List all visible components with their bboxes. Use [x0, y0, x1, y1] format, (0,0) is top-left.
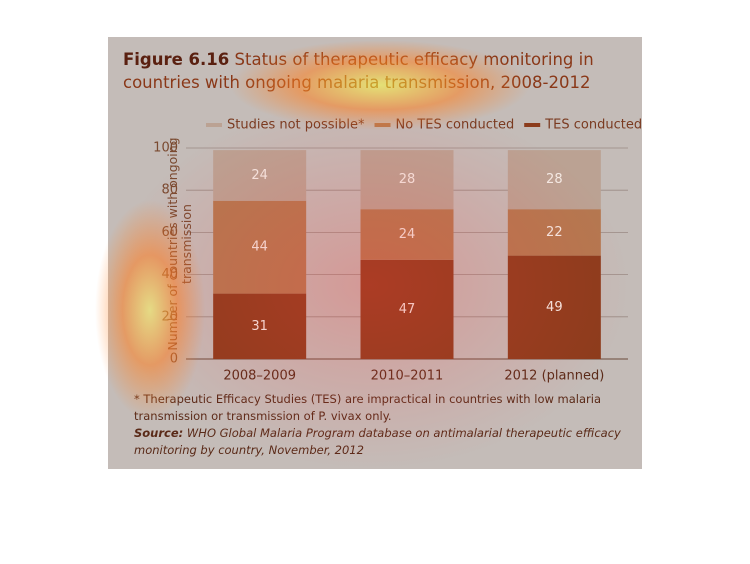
bar-segment [213, 150, 307, 201]
legend-swatch [206, 123, 222, 127]
x-tick-label: 2008–2009 [223, 369, 296, 384]
data-label: 49 [546, 300, 563, 315]
bar-segment [507, 150, 601, 210]
x-tick-label: 2010–2011 [371, 369, 444, 384]
chart-title-block: Figure 6.16 Status of therapeutic effica… [123, 48, 638, 94]
data-label: 28 [399, 172, 416, 187]
legend-swatch [524, 123, 541, 127]
bar-segment [213, 293, 307, 359]
data-label: 24 [399, 227, 416, 242]
figure-label: Figure 6.16 [123, 50, 230, 69]
data-label: 28 [546, 172, 563, 187]
legend-label: TES conducted [544, 118, 642, 133]
bar-segment [507, 255, 601, 359]
legend-label: No TES conducted [396, 118, 515, 133]
y-tick-label: 100 [153, 141, 178, 156]
data-label: 44 [251, 240, 268, 255]
data-label: 47 [399, 302, 416, 317]
x-tick-label: 2012 (planned) [504, 369, 604, 384]
footnotes: * Therapeutic Efficacy Studies (TES) are… [134, 391, 634, 459]
footnote: * Therapeutic Efficacy Studies (TES) are… [134, 392, 601, 423]
data-label: 24 [251, 168, 268, 183]
source-label: Source: [134, 426, 184, 440]
legend-swatch [374, 123, 391, 127]
source: WHO Global Malaria Program database on a… [134, 426, 621, 457]
bar-segment [360, 259, 454, 359]
data-label: 22 [546, 225, 563, 240]
bar-segment [360, 209, 454, 260]
y-tick-label: 80 [161, 183, 178, 198]
bar-segment [360, 150, 454, 210]
bar-segment [507, 209, 601, 256]
bar-segment [213, 200, 307, 294]
legend-label: Studies not possible* [227, 118, 365, 133]
data-label: 31 [251, 319, 268, 334]
y-axis-label: Number of countries with ongoing transmi… [165, 137, 194, 351]
